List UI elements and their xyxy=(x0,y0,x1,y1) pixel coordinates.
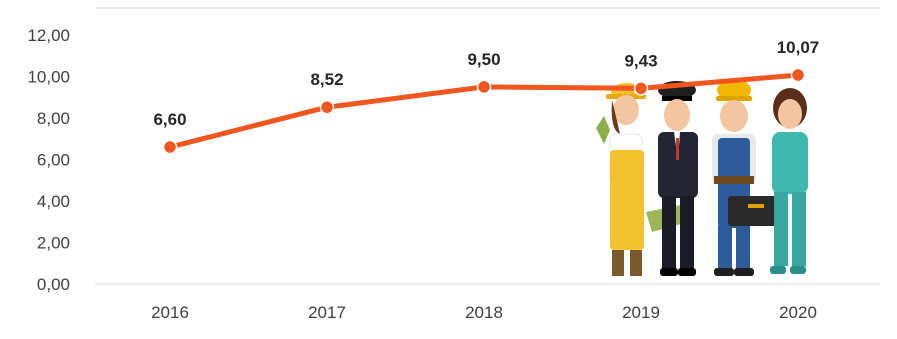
nurse-figure xyxy=(770,88,808,274)
workers-illustration xyxy=(596,79,808,276)
y-tick-label: 4,00 xyxy=(37,192,70,211)
x-tick-label: 2018 xyxy=(465,303,503,322)
y-axis-tick-labels: 0,00 2,00 4,00 6,00 8,00 10,00 12,00 xyxy=(27,26,70,294)
y-tick-label: 0,00 xyxy=(37,275,70,294)
y-tick-label: 10,00 xyxy=(27,68,70,87)
data-labels: 6,60 8,52 9,50 9,43 10,07 xyxy=(153,38,819,129)
data-point-marker xyxy=(476,79,492,95)
gardener-figure xyxy=(596,83,688,276)
y-tick-label: 8,00 xyxy=(37,109,70,128)
data-value-label: 9,43 xyxy=(624,51,657,70)
data-value-label: 10,07 xyxy=(777,38,820,57)
data-point-marker xyxy=(790,67,806,83)
construction-worker-figure xyxy=(712,79,784,276)
x-tick-label: 2019 xyxy=(622,303,660,322)
y-tick-label: 6,00 xyxy=(37,151,70,170)
x-tick-label: 2020 xyxy=(779,303,817,322)
pilot-figure xyxy=(658,81,698,276)
x-tick-label: 2016 xyxy=(151,303,189,322)
data-value-label: 6,60 xyxy=(153,110,186,129)
series-line-group xyxy=(162,67,806,155)
y-tick-label: 2,00 xyxy=(37,234,70,253)
y-tick-label: 12,00 xyxy=(27,26,70,45)
data-point-marker xyxy=(633,81,649,96)
data-value-label: 9,50 xyxy=(467,50,500,69)
x-tick-label: 2017 xyxy=(308,303,346,322)
data-value-label: 8,52 xyxy=(310,70,343,89)
x-axis-tick-labels: 2016 2017 2018 2019 2020 xyxy=(151,303,817,322)
data-point-marker xyxy=(162,139,178,155)
data-point-marker xyxy=(319,99,335,115)
